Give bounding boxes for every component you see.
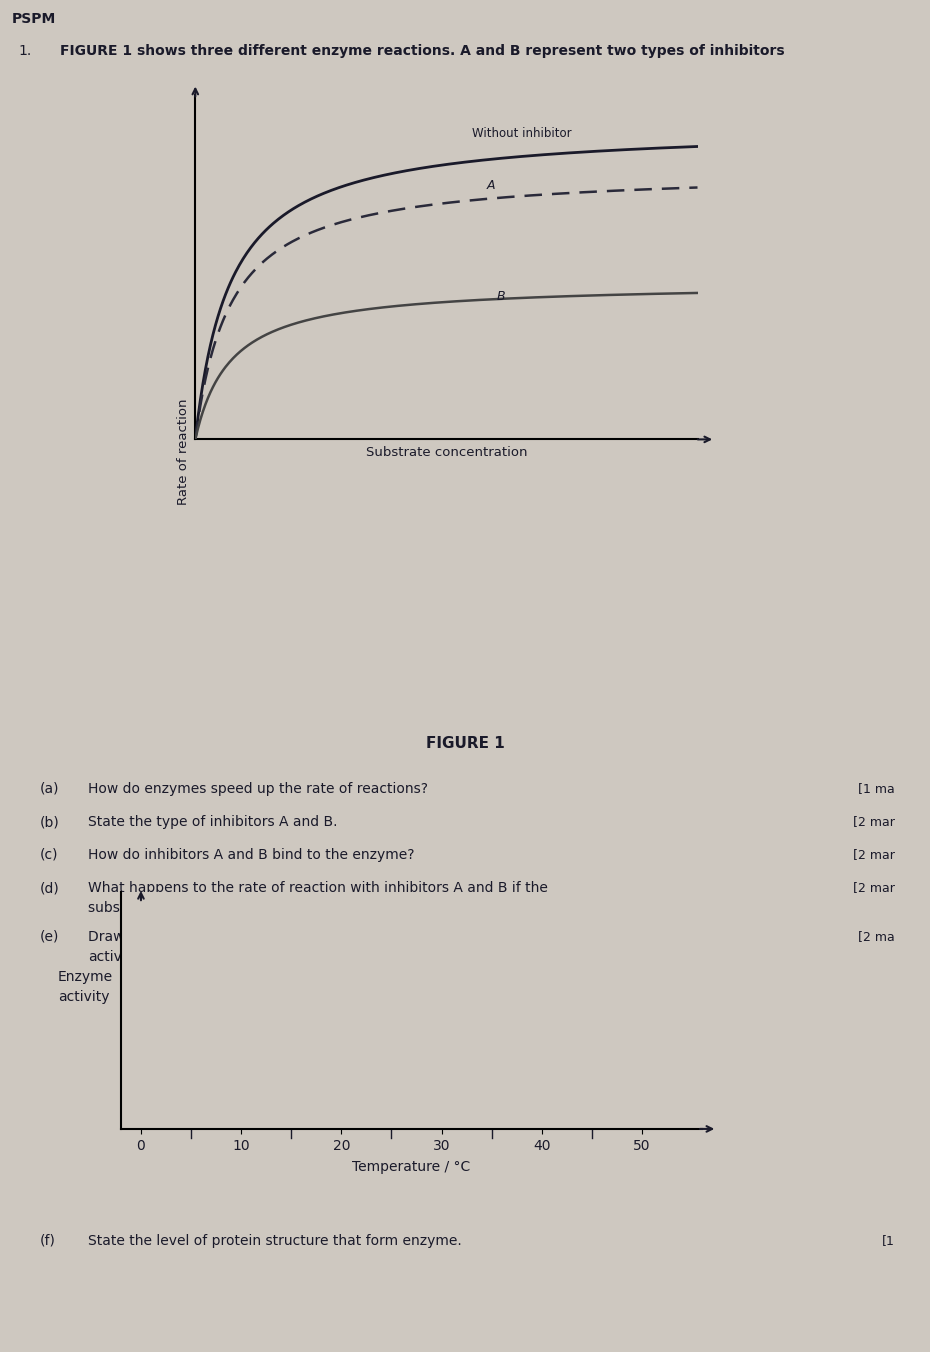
Text: PSPM: PSPM xyxy=(12,12,56,26)
Text: (e): (e) xyxy=(40,930,60,944)
Text: (a): (a) xyxy=(40,781,60,796)
Text: A: A xyxy=(486,178,495,192)
Text: activity: activity xyxy=(58,990,110,1005)
Text: What happens to the rate of reaction with inhibitors A and B if the: What happens to the rate of reaction wit… xyxy=(88,882,548,895)
Text: State the level of protein structure that form enzyme.: State the level of protein structure tha… xyxy=(88,1234,462,1248)
Text: State the type of inhibitors A and B.: State the type of inhibitors A and B. xyxy=(88,815,338,829)
Text: Without inhibitor: Without inhibitor xyxy=(472,127,571,141)
Text: Draw a curve to show the effect of increasing the temperature to enzyme: Draw a curve to show the effect of incre… xyxy=(88,930,602,944)
Text: FIGURE 1: FIGURE 1 xyxy=(426,735,504,750)
Text: (c): (c) xyxy=(40,848,59,863)
Text: How do enzymes speed up the rate of reactions?: How do enzymes speed up the rate of reac… xyxy=(88,781,428,796)
Text: [2 ma: [2 ma xyxy=(858,930,895,942)
Text: (d): (d) xyxy=(40,882,60,895)
Text: (b): (b) xyxy=(40,815,60,829)
Text: [2 mar: [2 mar xyxy=(853,882,895,894)
X-axis label: Substrate concentration: Substrate concentration xyxy=(365,446,527,460)
Text: activity.: activity. xyxy=(88,950,142,964)
Text: B: B xyxy=(497,289,505,303)
Text: [1 ma: [1 ma xyxy=(858,781,895,795)
Text: Rate of reaction: Rate of reaction xyxy=(177,399,190,506)
Text: FIGURE 1 shows three different enzyme reactions. A and B represent two types of : FIGURE 1 shows three different enzyme re… xyxy=(60,45,785,58)
X-axis label: Temperature / °C: Temperature / °C xyxy=(352,1160,471,1174)
Text: How do inhibitors A and B bind to the enzyme?: How do inhibitors A and B bind to the en… xyxy=(88,848,415,863)
Text: (f): (f) xyxy=(40,1234,56,1248)
Text: [1: [1 xyxy=(883,1234,895,1247)
Text: 1.: 1. xyxy=(18,45,32,58)
Text: [2 mar: [2 mar xyxy=(853,815,895,827)
Text: [2 mar: [2 mar xyxy=(853,848,895,861)
Text: Enzyme: Enzyme xyxy=(58,969,113,984)
Text: substrate concentration is increased?: substrate concentration is increased? xyxy=(88,900,349,915)
